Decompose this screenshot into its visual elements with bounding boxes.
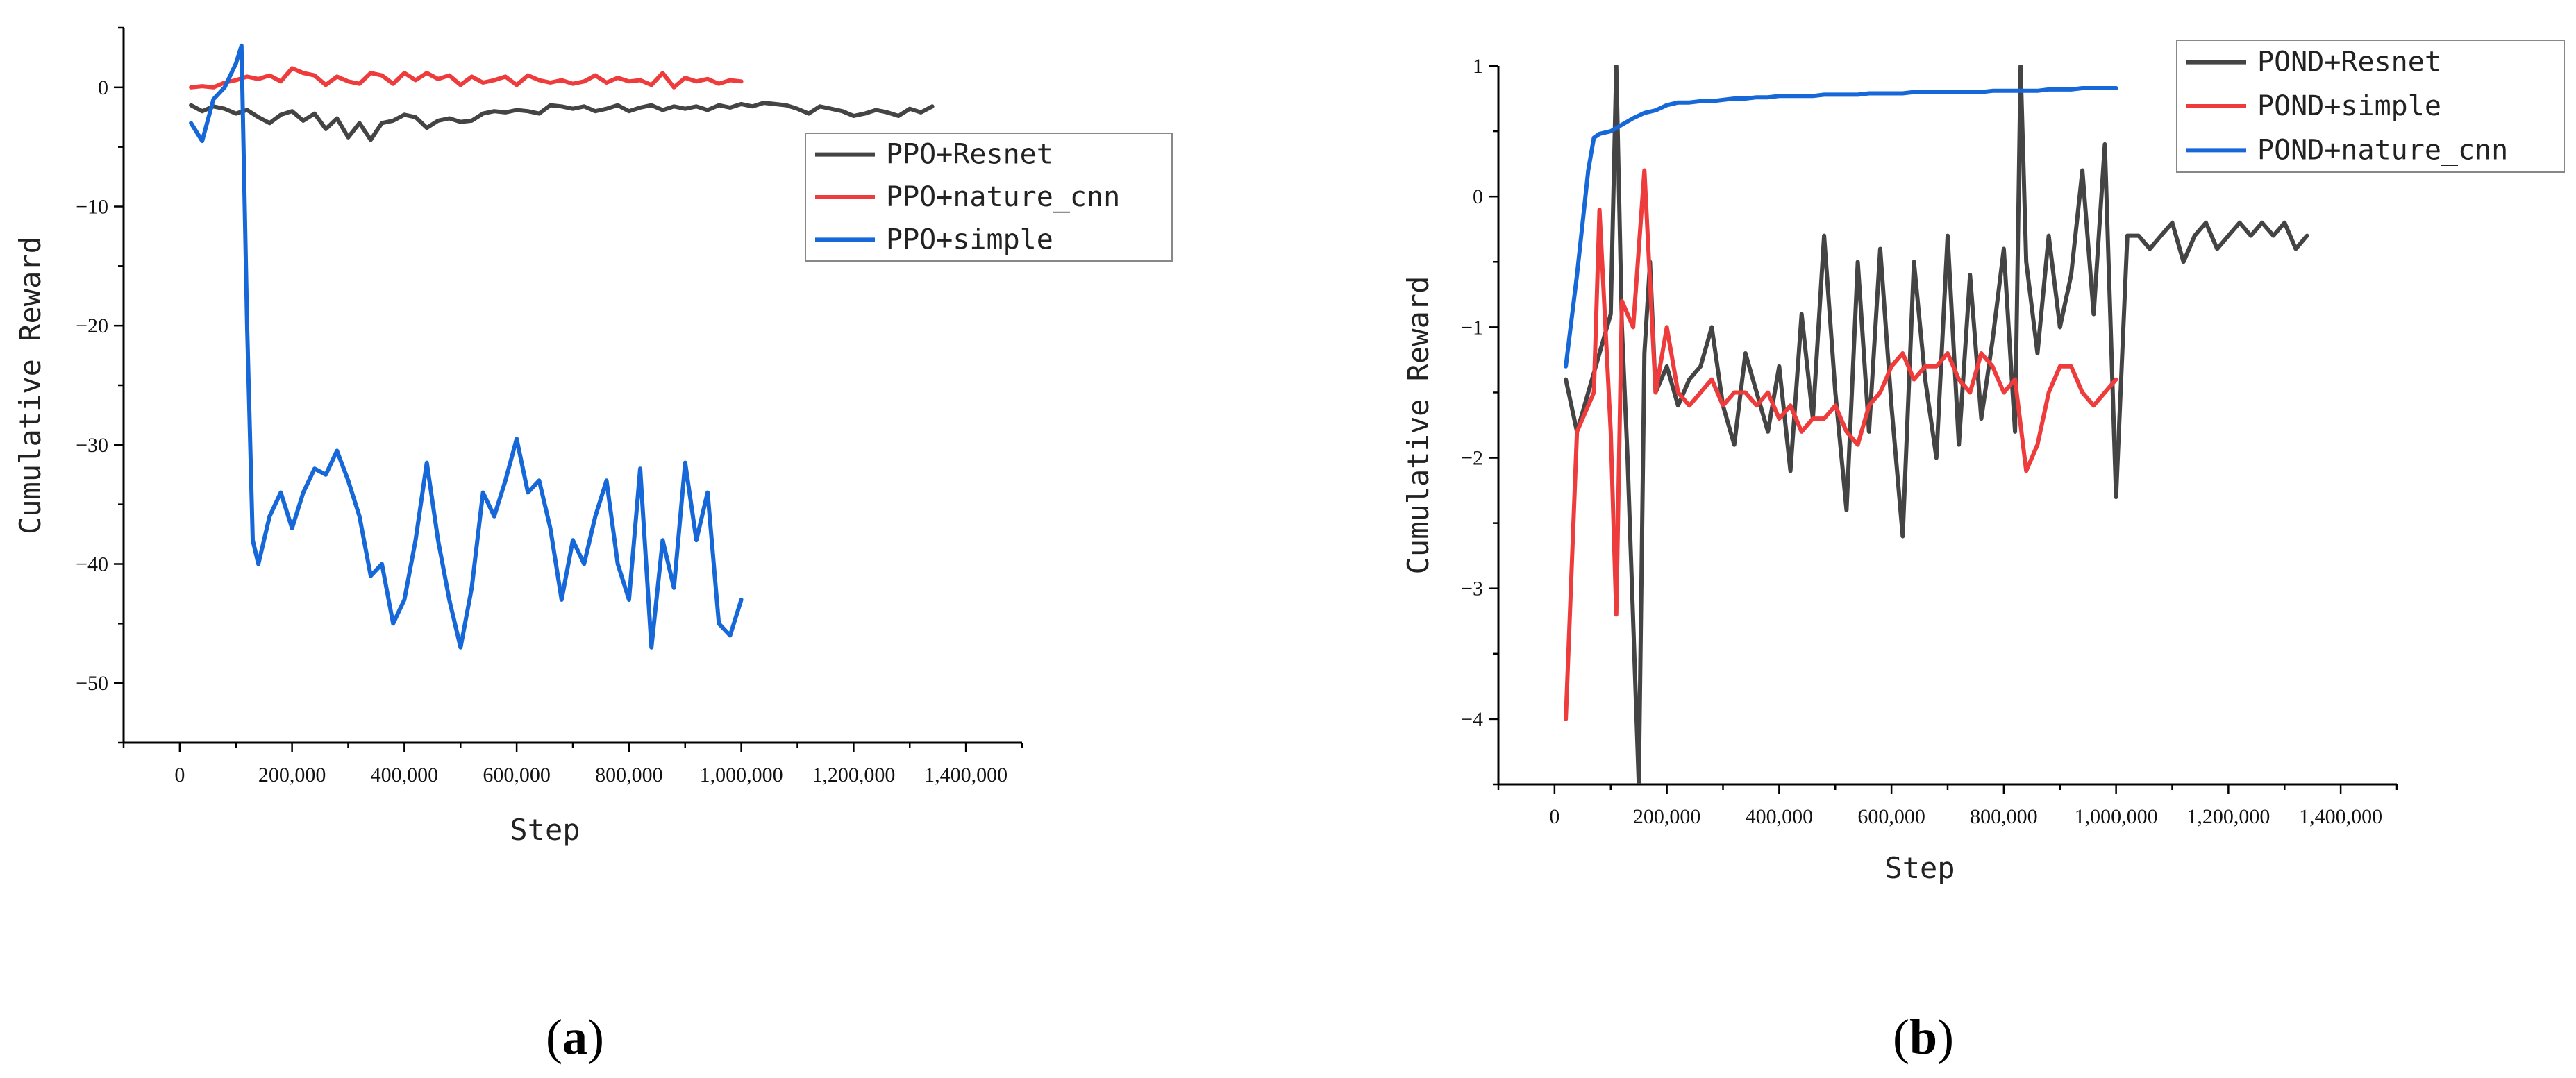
y-tick-label: −3	[1461, 578, 1483, 600]
caption-close: )	[1937, 1009, 1954, 1065]
legend-entry: POND+simple	[2257, 90, 2441, 122]
legend: PPO+Resnet PPO+nature_cnn PPO+simple	[805, 133, 1173, 262]
y-tick-label: −30	[76, 434, 108, 457]
legend-entry: PPO+simple	[886, 224, 1053, 255]
x-tick-label: 400,000	[1746, 805, 1814, 828]
series-line-pond-simple	[1564, 168, 2118, 721]
panel-caption: (a)	[546, 1009, 604, 1065]
caption-letter: a	[562, 1009, 587, 1065]
series-line-pond-nature-cnn	[1564, 86, 2118, 369]
x-tick-label: 200,000	[1633, 805, 1701, 828]
x-tick-label: 800,000	[1970, 805, 2038, 828]
y-tick-label: −40	[76, 553, 108, 576]
x-tick-label: 0	[1549, 805, 1559, 828]
captions: (a) (b)	[546, 1009, 1954, 1065]
x-tick-label: 1,400,000	[2299, 805, 2382, 828]
x-tick-label: 1,000,000	[700, 764, 783, 786]
x-tick-label: 1,000,000	[2075, 805, 2158, 828]
y-tick-label: −2	[1461, 447, 1483, 470]
series-line-ppo-simple	[189, 43, 744, 650]
x-tick-label: 600,000	[483, 764, 551, 786]
y-tick-label: 0	[98, 76, 108, 99]
caption-open: (	[546, 1009, 562, 1065]
series-line-ppo-nature-cnn	[189, 66, 744, 90]
x-tick-label: 800,000	[595, 764, 663, 786]
y-tick-label: −1	[1461, 316, 1483, 339]
x-tick-label: 1,400,000	[924, 764, 1007, 786]
y-axis-label: Cumulative Reward	[1401, 276, 1435, 575]
y-tick-label: −10	[76, 196, 108, 219]
caption-letter: b	[1909, 1009, 1937, 1065]
y-tick-label: −50	[76, 672, 108, 695]
x-tick-label: 400,000	[371, 764, 439, 786]
y-tick-label: 0	[1473, 185, 1483, 208]
y-axis-label: Cumulative Reward	[13, 236, 47, 534]
legend: POND+Resnet POND+simple POND+nature_cnn	[2176, 40, 2565, 173]
panel-caption: (b)	[1893, 1009, 1954, 1065]
legend-entry: PPO+Resnet	[886, 139, 1053, 171]
y-tick-label: 1	[1473, 55, 1483, 78]
x-axis-label: Step	[1884, 851, 1955, 885]
x-tick-label: 0	[174, 764, 185, 786]
y-tick-label: −20	[76, 314, 108, 337]
y-tick-label: −4	[1461, 708, 1483, 731]
series-line-ppo-resnet	[189, 101, 935, 142]
legend-entry: POND+Resnet	[2257, 47, 2441, 78]
x-axis-label: Step	[510, 813, 580, 847]
legend-entry: PPO+nature_cnn	[886, 181, 1120, 213]
chart-b: 1 0 −1 −2 −3 −4 0 200,000 400,000 600,000 800,000 1…	[1401, 40, 2565, 885]
x-tick-label: 600,000	[1857, 805, 1925, 828]
legend-entry: POND+nature_cnn	[2257, 134, 2508, 166]
x-tick-label: 200,000	[258, 764, 326, 786]
caption-open: (	[1893, 1009, 1909, 1065]
x-tick-label: 1,200,000	[2186, 805, 2270, 828]
series-line-pond-resnet	[1564, 65, 2309, 784]
x-tick-label: 1,200,000	[812, 764, 895, 786]
chart-a: 0 −10 −20 −30 −40 −50 0 200,000 400,000 600,000 80…	[13, 26, 1173, 847]
caption-close: )	[587, 1009, 604, 1065]
